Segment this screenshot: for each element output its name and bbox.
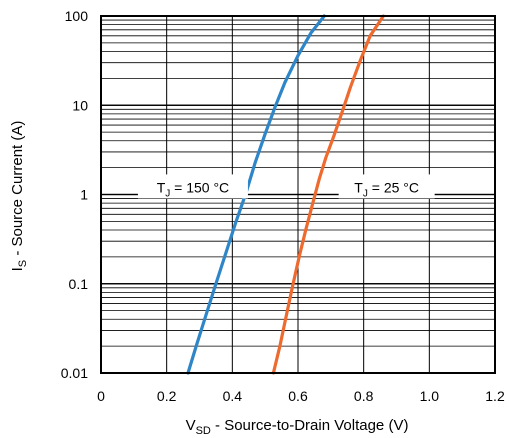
annotation-label: TJ = 25 °C <box>354 179 419 199</box>
x-tick-label: 1.2 <box>485 388 505 404</box>
y-tick-label: 10 <box>72 97 88 113</box>
y-tick-label: 0.1 <box>69 276 89 292</box>
x-tick-labels: 0 0.2 0.4 0.6 0.8 1.0 1.2 <box>97 388 505 404</box>
x-axis-label-main: V <box>186 417 196 434</box>
annotation-rest: = 25 °C <box>368 179 419 195</box>
x-tick-label: 0.4 <box>223 388 243 404</box>
annotation-background <box>137 174 248 199</box>
y-tick-labels: 0.01 0.1 1 10 100 <box>61 8 88 381</box>
x-axis-label-rest: - Source-to-Drain Voltage (V) <box>211 417 409 434</box>
x-axis-label-subscript: SD <box>196 425 211 437</box>
x-tick-label: 0.2 <box>157 388 177 404</box>
series-line-1 <box>271 14 385 375</box>
annotation-rest: = 150 °C <box>170 179 229 195</box>
y-axis-label-rest: - Source Current (A) <box>9 121 26 260</box>
x-tick-label: 1.0 <box>420 388 440 404</box>
annotation-main: T <box>157 179 166 195</box>
annotation-background <box>338 174 435 199</box>
y-tick-label: 100 <box>65 8 89 24</box>
x-tick-label: 0 <box>97 388 105 404</box>
x-tick-label: 0.8 <box>354 388 374 404</box>
y-tick-label: 1 <box>80 187 88 203</box>
annotation-subscript: J <box>165 188 170 199</box>
plot-frame <box>100 15 496 374</box>
annotation-main: T <box>354 179 363 195</box>
chart-grid <box>101 16 495 373</box>
y-tick-label: 0.01 <box>61 365 88 381</box>
x-axis-label: VSD - Source-to-Drain Voltage (V) <box>186 417 409 437</box>
y-axis-label: IS - Source Current (A) <box>9 121 29 272</box>
y-axis-label-main: I <box>9 267 26 271</box>
annotation-label: TJ = 150 °C <box>157 179 229 199</box>
y-axis-label-subscript: S <box>17 260 29 267</box>
series-line-0 <box>186 14 326 375</box>
chart-annotations: TJ = 150 °C TJ = 25 °C <box>137 174 435 199</box>
chart-curves <box>186 14 385 375</box>
x-tick-label: 0.6 <box>288 388 308 404</box>
annotation-subscript: J <box>363 188 368 199</box>
